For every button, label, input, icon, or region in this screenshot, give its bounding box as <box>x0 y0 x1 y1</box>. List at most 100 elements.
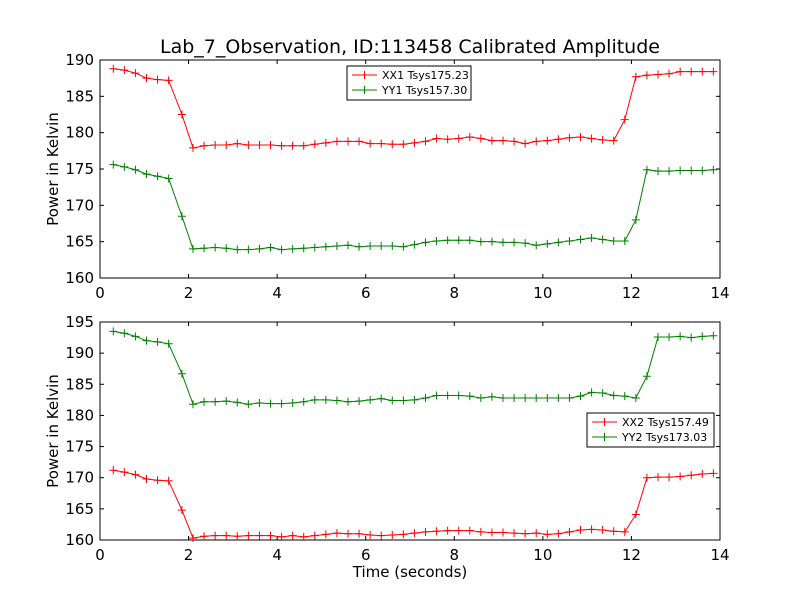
data-point <box>277 245 286 254</box>
data-point <box>299 532 308 541</box>
data-point <box>432 236 441 245</box>
data-point <box>654 167 662 176</box>
data-point <box>244 141 253 150</box>
data-point <box>631 215 640 224</box>
data-point <box>255 244 264 253</box>
data-point <box>665 69 674 78</box>
data-point <box>222 531 231 540</box>
y-tick-label: 180 <box>65 406 94 424</box>
data-point <box>399 530 408 539</box>
data-point <box>344 241 352 250</box>
data-point <box>310 531 319 540</box>
data-point <box>164 339 173 348</box>
data-point <box>277 141 286 150</box>
data-point <box>654 70 662 79</box>
data-point <box>200 141 209 150</box>
data-point <box>410 240 419 249</box>
x-tick-label: 4 <box>272 284 282 302</box>
data-point <box>255 531 264 540</box>
data-point <box>532 529 541 538</box>
data-point <box>200 397 209 406</box>
data-point <box>631 510 640 519</box>
legend-entry-label: XX1 Tsys175.23 <box>382 69 469 82</box>
data-point <box>366 139 375 148</box>
y-tick-label: 170 <box>65 469 94 487</box>
data-point <box>554 529 563 538</box>
data-point <box>266 399 275 408</box>
data-point <box>642 372 651 381</box>
data-point <box>255 398 264 407</box>
data-point <box>687 67 696 76</box>
data-point <box>388 140 397 149</box>
data-point <box>355 137 364 146</box>
series-line <box>113 330 714 405</box>
data-point <box>587 234 596 243</box>
data-point <box>510 137 519 146</box>
data-point <box>532 241 541 250</box>
data-point <box>576 133 585 142</box>
x-tick-label: 8 <box>450 284 460 302</box>
data-point <box>487 136 496 145</box>
data-point <box>299 244 308 253</box>
data-point <box>288 398 297 407</box>
data-point <box>344 137 352 146</box>
legend-swatch-marker <box>360 71 369 79</box>
data-point <box>665 473 674 482</box>
data-point <box>211 531 220 540</box>
data-point <box>698 332 707 341</box>
data-point <box>709 67 718 76</box>
data-point <box>698 67 707 76</box>
data-point <box>698 469 707 478</box>
data-point <box>332 529 341 538</box>
legend-box <box>586 412 715 448</box>
series-yy1 <box>109 160 718 254</box>
x-axis-label: Time (seconds) <box>352 563 468 581</box>
data-point <box>366 242 375 251</box>
data-point <box>620 527 629 536</box>
data-point <box>476 393 485 402</box>
data-point <box>454 391 463 400</box>
data-point <box>609 136 618 145</box>
y-tick-label: 160 <box>65 531 94 549</box>
data-point <box>131 332 140 341</box>
data-point <box>487 528 496 537</box>
series-line <box>113 164 714 251</box>
data-point <box>109 466 118 475</box>
series-xx1 <box>109 64 718 152</box>
x-tick-label: 2 <box>184 284 194 302</box>
data-point <box>120 468 129 477</box>
data-point <box>587 525 596 534</box>
x-tick-label: 2 <box>184 546 194 564</box>
legend-entry-label: YY2 Tsys173.03 <box>621 431 707 444</box>
data-point <box>266 531 275 540</box>
data-point <box>277 532 286 541</box>
x-tick-label: 0 <box>95 546 105 564</box>
x-tick-label: 6 <box>361 284 371 302</box>
data-point <box>153 75 162 84</box>
data-point <box>310 140 319 149</box>
data-point <box>565 527 574 536</box>
data-point <box>153 172 162 181</box>
data-point <box>543 393 552 402</box>
data-point <box>543 136 552 145</box>
data-point <box>421 393 430 402</box>
data-point <box>421 238 430 247</box>
data-point <box>642 165 651 174</box>
legend: XX1 Tsys175.23 YY1 Tsys157.30 <box>346 65 472 101</box>
data-point <box>233 139 242 148</box>
data-point <box>676 166 685 175</box>
x-tick-label: 12 <box>622 546 641 564</box>
data-point <box>631 72 640 81</box>
x-tick-label: 10 <box>533 546 552 564</box>
bottom-plot: 0 2 4 6 8 10 12 14 160 165 170 175 180 185 190 195 Power… <box>44 313 730 581</box>
data-point <box>532 393 541 402</box>
data-point <box>410 138 419 147</box>
series-xx2 <box>109 466 718 543</box>
y-tick-label: 185 <box>65 375 94 393</box>
x-tick-label: 14 <box>710 284 729 302</box>
data-point <box>421 527 430 536</box>
data-point <box>554 135 563 144</box>
y-tick-label: 175 <box>65 160 94 178</box>
data-point <box>576 526 585 535</box>
